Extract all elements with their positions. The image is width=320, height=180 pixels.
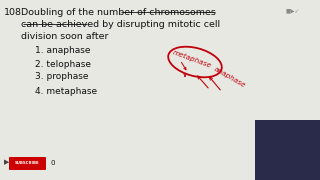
Text: 1. anaphase: 1. anaphase	[35, 46, 91, 55]
Text: ■▶✓: ■▶✓	[286, 8, 300, 13]
Text: 3. prophase: 3. prophase	[35, 72, 89, 81]
Text: can be achieved by disrupting mitotic cell: can be achieved by disrupting mitotic ce…	[21, 20, 220, 29]
FancyBboxPatch shape	[255, 120, 320, 180]
Text: division soon after: division soon after	[21, 32, 108, 41]
Text: metaphase: metaphase	[172, 49, 212, 69]
Text: SUBSCRIBE: SUBSCRIBE	[15, 161, 39, 165]
FancyBboxPatch shape	[9, 157, 46, 170]
Text: Doubling of the number of chromosomes: Doubling of the number of chromosomes	[21, 8, 216, 17]
Text: 2. telophase: 2. telophase	[35, 60, 91, 69]
Text: 0: 0	[50, 160, 54, 166]
Text: ▶: ▶	[4, 159, 9, 165]
Text: 4. metaphase: 4. metaphase	[35, 87, 97, 96]
Text: 108.: 108.	[4, 8, 25, 17]
Text: anaphase: anaphase	[213, 66, 247, 89]
